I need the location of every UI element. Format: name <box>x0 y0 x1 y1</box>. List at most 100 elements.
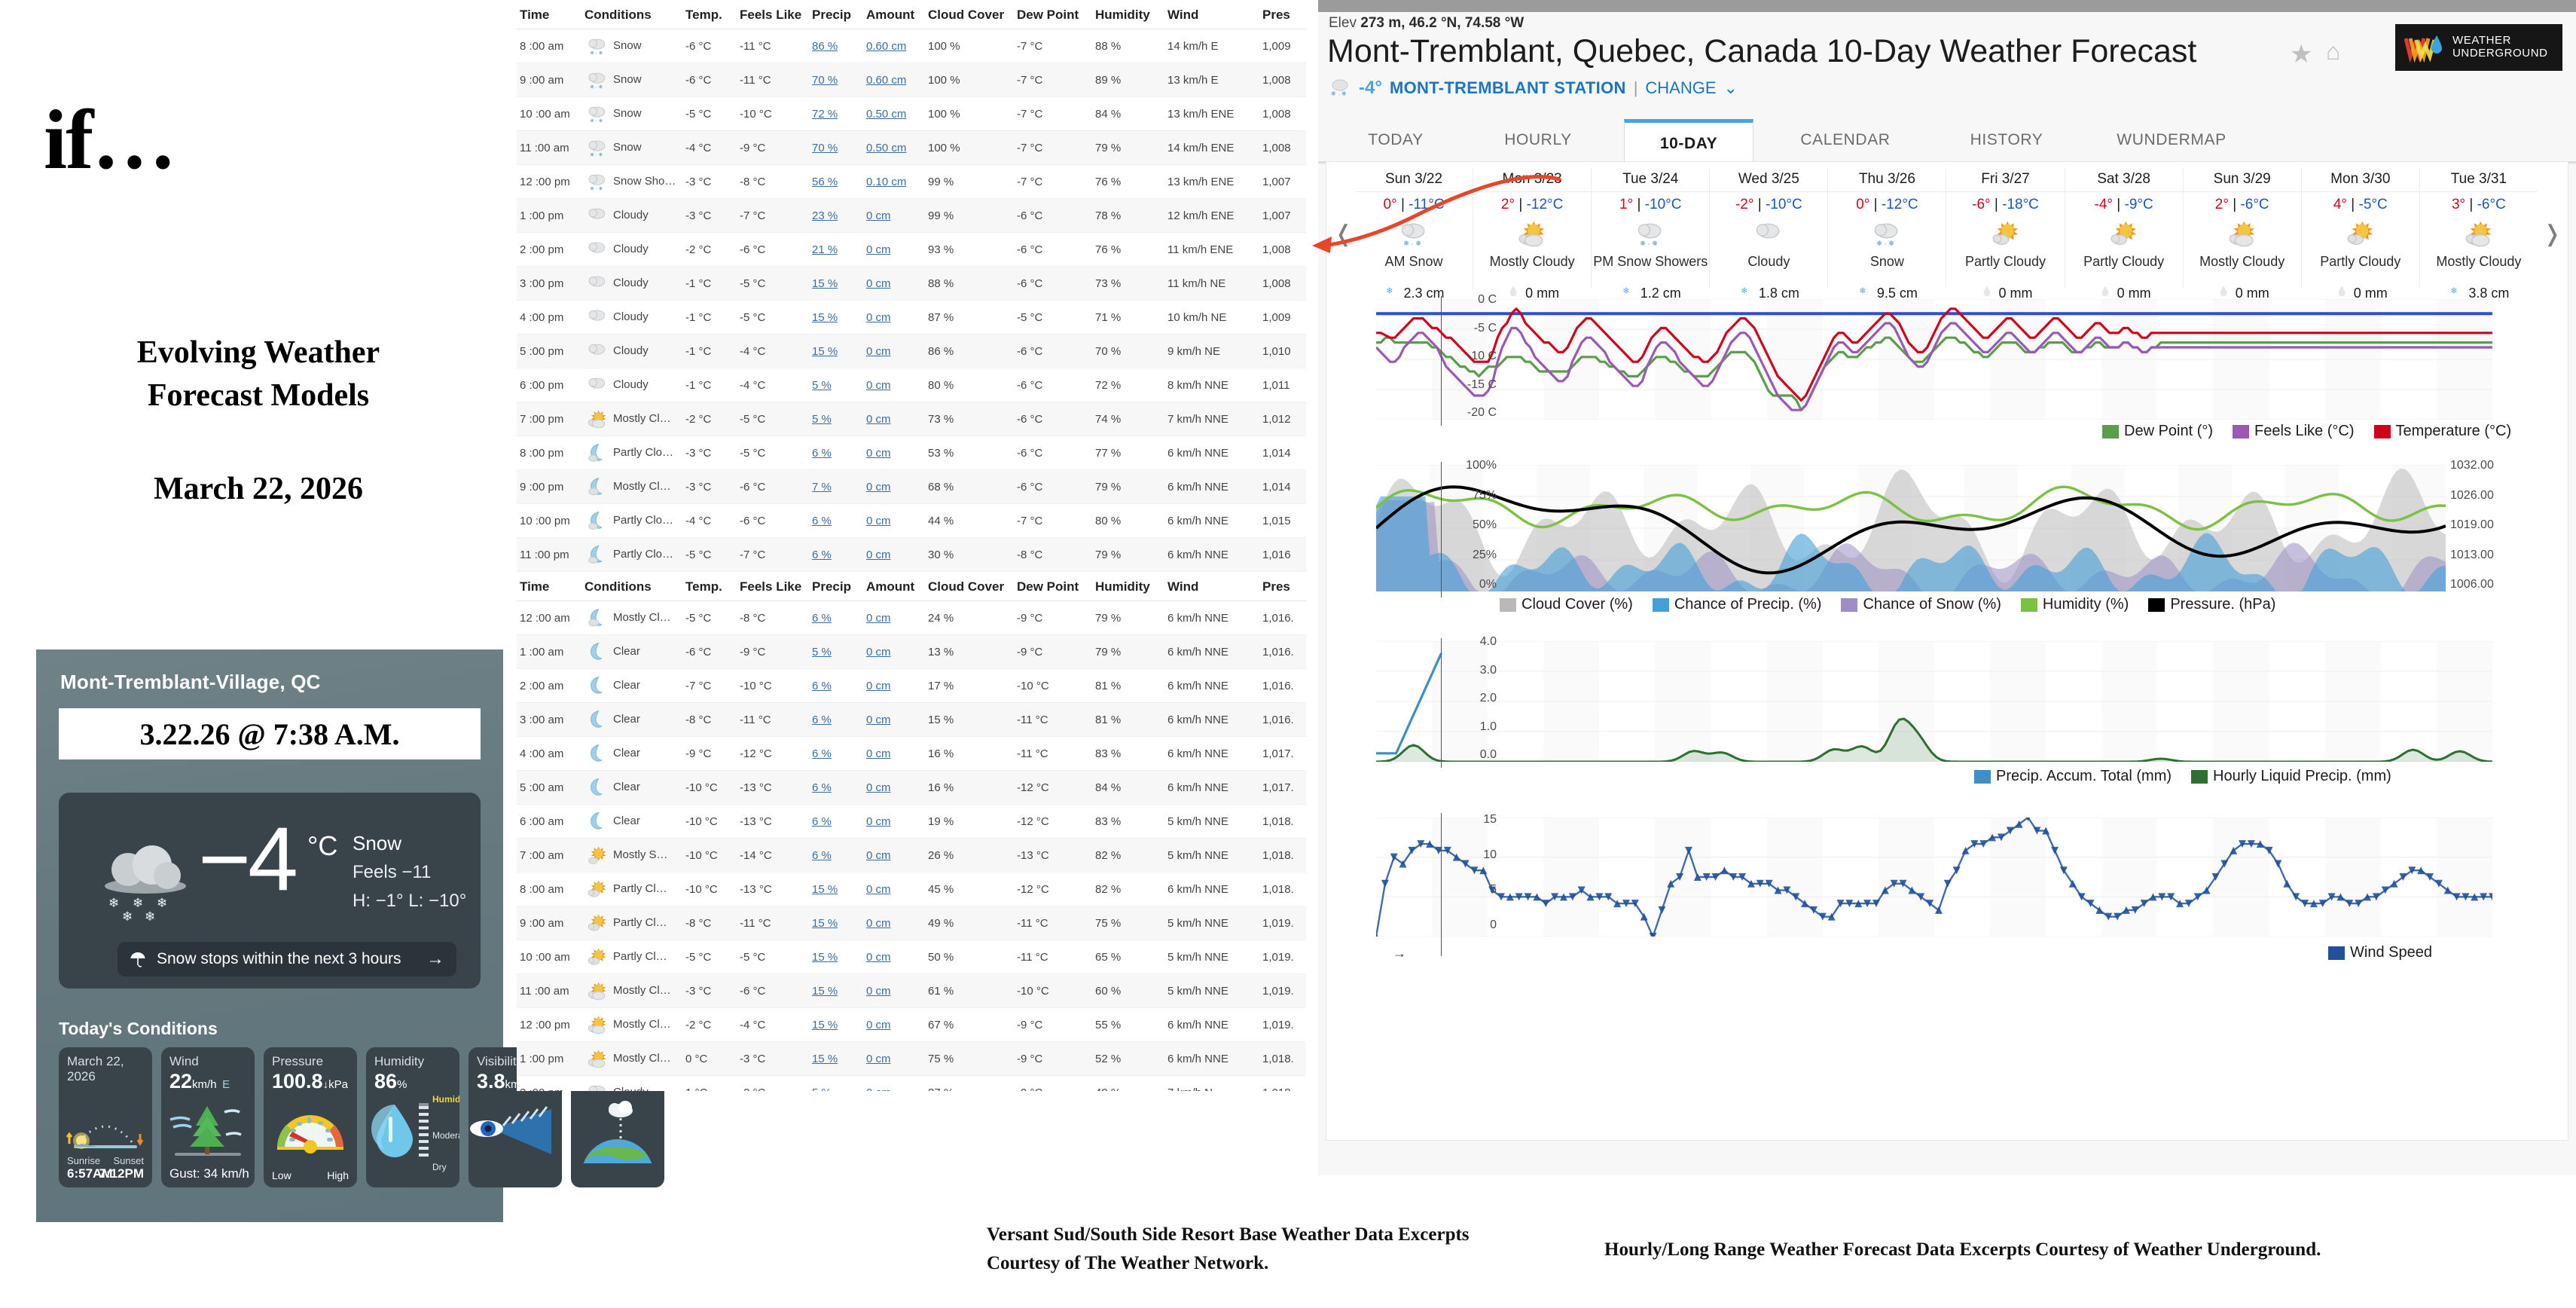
table-row[interactable]: 2 :00 am Clear -7 °C -10 °C 6 % 0 cm 17 … <box>517 668 1306 703</box>
tab-10-day[interactable]: 10-DAY <box>1624 119 1753 165</box>
table-row[interactable]: 2 :00 pm Cloudy -2 °C -6 °C 21 % 0 cm 93… <box>517 232 1306 267</box>
cell-amount[interactable]: 0 cm <box>863 1075 925 1091</box>
tab-calendar[interactable]: CALENDAR <box>1800 131 1891 148</box>
cell-amount[interactable]: 0 cm <box>863 906 925 940</box>
cell-precip[interactable]: 15 % <box>809 906 863 940</box>
cell-precip[interactable]: 86 % <box>809 29 863 63</box>
col-header-9[interactable]: Wind <box>1164 571 1259 601</box>
cell-precip[interactable]: 7 % <box>809 469 863 504</box>
cell-precip[interactable]: 6 % <box>809 804 863 839</box>
col-header-3[interactable]: Feels Like <box>737 571 809 601</box>
cell-precip[interactable]: 6 % <box>809 702 863 737</box>
cell-amount[interactable]: 0 cm <box>863 804 925 839</box>
day-column-5[interactable]: Fri 3/27 -6° | -18°C Partly Cloudy 0 mm <box>1946 168 2065 301</box>
tab-today[interactable]: TODAY <box>1368 131 1424 148</box>
cell-amount[interactable]: 0.10 cm <box>863 164 925 199</box>
col-header-9[interactable]: Wind <box>1164 0 1259 29</box>
col-header-2[interactable]: Temp. <box>682 571 737 601</box>
cell-amount[interactable]: 0 cm <box>863 300 925 335</box>
cell-amount[interactable]: 0 cm <box>863 402 925 436</box>
day-column-8[interactable]: Mon 3/30 4° | -5°C Partly Cloudy 0 mm <box>2301 168 2420 301</box>
col-header-5[interactable]: Amount <box>863 0 925 29</box>
table-row[interactable]: 8 :00 pm Partly Clo… -3 °C -5 °C 6 % 0 c… <box>517 435 1306 470</box>
cell-precip[interactable]: 6 % <box>809 838 863 873</box>
table-row[interactable]: 10 :00 am Partly Cl… -5 °C -5 °C 15 % 0 … <box>517 940 1306 974</box>
cell-amount[interactable]: 0 cm <box>863 537 925 572</box>
cell-precip[interactable]: 56 % <box>809 164 863 199</box>
cell-amount[interactable]: 0 cm <box>863 435 925 470</box>
cell-amount[interactable]: 0 cm <box>863 469 925 504</box>
cell-amount[interactable]: 0 cm <box>863 736 925 771</box>
cell-precip[interactable]: 6 % <box>809 503 863 538</box>
cell-precip[interactable]: 5 % <box>809 634 863 669</box>
ten-day-strip[interactable]: Sun 3/22 0° | -11°C ❄ · ❄ AM Snow ❄ 2.3 cm… <box>1355 168 2538 301</box>
col-header-6[interactable]: Cloud Cover <box>925 571 1014 601</box>
table-row[interactable]: 12 :00 am Mostly Cl… -5 °C -8 °C 6 % 0 c… <box>517 601 1306 635</box>
day-column-6[interactable]: Sat 3/28 -4° | -9°C Partly Cloudy 0 mm <box>2065 168 2184 301</box>
cell-precip[interactable]: 15 % <box>809 940 863 974</box>
tile-wind[interactable]: Wind 22km/h E Gust: 34 km/h <box>161 1047 255 1187</box>
col-header-4[interactable]: Precip <box>809 0 863 29</box>
cell-amount[interactable]: 0 cm <box>863 232 925 267</box>
cell-amount[interactable]: 0 cm <box>863 503 925 538</box>
table-row[interactable]: 5 :00 pm Cloudy -1 °C -4 °C 15 % 0 cm 86… <box>517 334 1306 368</box>
day-column-2[interactable]: Tue 3/24 1° | -10°C ❄ · ❄ PM Snow Showers … <box>1592 168 1711 301</box>
table-row[interactable]: 9 :00 pm Mostly Cl… -3 °C -6 °C 7 % 0 cm… <box>517 469 1306 504</box>
cell-precip[interactable]: 15 % <box>809 1007 863 1042</box>
table-row[interactable]: 2 :00 pm Cloudy 1 °C -2 °C 5 % 0 cm 87 %… <box>517 1075 1306 1091</box>
cell-precip[interactable]: 23 % <box>809 198 863 233</box>
cell-precip[interactable]: 15 % <box>809 334 863 368</box>
table-row[interactable]: 4 :00 pm Cloudy -1 °C -5 °C 15 % 0 cm 87… <box>517 300 1306 335</box>
cell-amount[interactable]: 0 cm <box>863 770 925 805</box>
cell-precip[interactable]: 5 % <box>809 402 863 436</box>
cell-precip[interactable]: 15 % <box>809 872 863 906</box>
table-row[interactable]: 9 :00 am Partly Cl… -8 °C -11 °C 15 % 0 … <box>517 906 1306 940</box>
cell-precip[interactable]: 70 % <box>809 130 863 165</box>
table-row[interactable]: 4 :00 am Clear -9 °C -12 °C 6 % 0 cm 16 … <box>517 736 1306 771</box>
table-row[interactable]: 8 :00 am ❄ · ❄ Snow -6 °C -11 °C 86 % 0.60 … <box>517 29 1306 63</box>
cell-amount[interactable]: 0 cm <box>863 940 925 974</box>
table-row[interactable]: 6 :00 am Clear -10 °C -13 °C 6 % 0 cm 19… <box>517 804 1306 839</box>
table-row[interactable]: 8 :00 am Partly Cl… -10 °C -13 °C 15 % 0… <box>517 872 1306 906</box>
table-row[interactable]: 12 :00 pm Mostly Cl… -2 °C -4 °C 15 % 0 … <box>517 1007 1306 1042</box>
cell-amount[interactable]: 0.50 cm <box>863 130 925 165</box>
table-row[interactable]: 3 :00 am Clear -8 °C -11 °C 6 % 0 cm 15 … <box>517 702 1306 737</box>
col-header-0[interactable]: Time <box>517 0 581 29</box>
cell-amount[interactable]: 0 cm <box>863 668 925 703</box>
cell-precip[interactable]: 5 % <box>809 1075 863 1091</box>
cell-amount[interactable]: 0.50 cm <box>863 96 925 131</box>
day-column-0[interactable]: Sun 3/22 0° | -11°C ❄ · ❄ AM Snow ❄ 2.3 cm <box>1355 168 1474 301</box>
cell-amount[interactable]: 0 cm <box>863 702 925 737</box>
table-row[interactable]: 5 :00 am Clear -10 °C -13 °C 6 % 0 cm 16… <box>517 770 1306 805</box>
col-header-8[interactable]: Humidity <box>1092 571 1164 601</box>
cell-precip[interactable]: 6 % <box>809 537 863 572</box>
table-row[interactable]: 3 :00 pm Cloudy -1 °C -5 °C 15 % 0 cm 88… <box>517 266 1306 301</box>
table-row[interactable]: 11 :00 am Mostly Cl… -3 °C -6 °C 15 % 0 … <box>517 973 1306 1008</box>
precip-alert-button[interactable]: Snow stops within the next 3 hours → <box>118 942 456 976</box>
cell-amount[interactable]: 0 cm <box>863 334 925 368</box>
col-header-1[interactable]: Conditions <box>581 571 682 601</box>
table-row[interactable]: 10 :00 pm Partly Clo… -4 °C -6 °C 6 % 0 … <box>517 503 1306 538</box>
table-row[interactable]: 1 :00 pm Mostly Cl… 0 °C -3 °C 15 % 0 cm… <box>517 1041 1306 1076</box>
tile-pressure[interactable]: Pressure 100.8↓kPa Low High <box>264 1047 357 1187</box>
chevron-right-icon[interactable]: ❭ <box>2542 222 2562 246</box>
cell-precip[interactable]: 6 % <box>809 435 863 470</box>
home-icon[interactable]: ⌂ <box>2326 38 2341 65</box>
col-header-7[interactable]: Dew Point <box>1014 571 1092 601</box>
table-row[interactable]: 7 :00 am Mostly S… -10 °C -14 °C 6 % 0 c… <box>517 838 1306 873</box>
cell-amount[interactable]: 0 cm <box>863 838 925 873</box>
tile-humidity[interactable]: Humidity 86% Humid Moderate Dry <box>366 1047 459 1187</box>
day-column-4[interactable]: Thu 3/26 0° | -12°C ❄ · ❄ Snow ❄ 9.5 cm <box>1828 168 1947 301</box>
tab-hourly[interactable]: HOURLY <box>1504 131 1572 148</box>
cell-precip[interactable]: 15 % <box>809 300 863 335</box>
cell-precip[interactable]: 70 % <box>809 63 863 97</box>
chevron-down-icon[interactable]: ⌄ <box>1723 78 1738 97</box>
cell-precip[interactable]: 72 % <box>809 96 863 131</box>
tile-sun[interactable]: March 22, 2026 Sunrise 6:57AM Sunset 7:1… <box>59 1047 152 1187</box>
cell-amount[interactable]: 0 cm <box>863 198 925 233</box>
tab-wundermap[interactable]: WUNDERMAP <box>2117 131 2227 148</box>
wu-tab-bar[interactable]: TODAY HOURLY 10-DAY CALENDAR HISTORY WUNDERMA… <box>1318 119 2576 165</box>
table-row[interactable]: 1 :00 am Clear -6 °C -9 °C 5 % 0 cm 13 %… <box>517 634 1306 669</box>
col-header-1[interactable]: Conditions <box>581 0 682 29</box>
cell-amount[interactable]: 0 cm <box>863 368 925 402</box>
